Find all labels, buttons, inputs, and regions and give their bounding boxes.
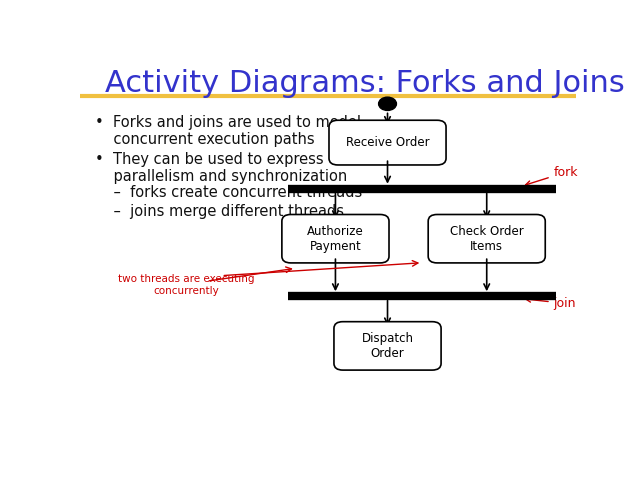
Text: Check Order
Items: Check Order Items [450, 225, 524, 252]
Text: •  They can be used to express
    parallelism and synchronization: • They can be used to express parallelis… [95, 152, 347, 184]
Text: fork: fork [525, 166, 578, 186]
FancyBboxPatch shape [329, 120, 446, 165]
FancyBboxPatch shape [334, 322, 441, 370]
Text: Receive Order: Receive Order [346, 136, 429, 149]
Text: Dispatch
Order: Dispatch Order [362, 332, 413, 360]
FancyBboxPatch shape [282, 215, 389, 263]
Text: •  Forks and joins are used to model
    concurrent execution paths: • Forks and joins are used to model conc… [95, 115, 361, 147]
Text: join: join [525, 297, 576, 310]
Text: –  forks create concurrent threads: – forks create concurrent threads [95, 185, 362, 200]
Text: –  joins merge different threads: – joins merge different threads [95, 204, 344, 218]
Text: two threads are executing
concurrently: two threads are executing concurrently [118, 274, 255, 296]
FancyBboxPatch shape [428, 215, 545, 263]
Circle shape [379, 97, 396, 110]
Text: Authorize
Payment: Authorize Payment [307, 225, 364, 252]
Text: Activity Diagrams: Forks and Joins: Activity Diagrams: Forks and Joins [105, 69, 625, 98]
